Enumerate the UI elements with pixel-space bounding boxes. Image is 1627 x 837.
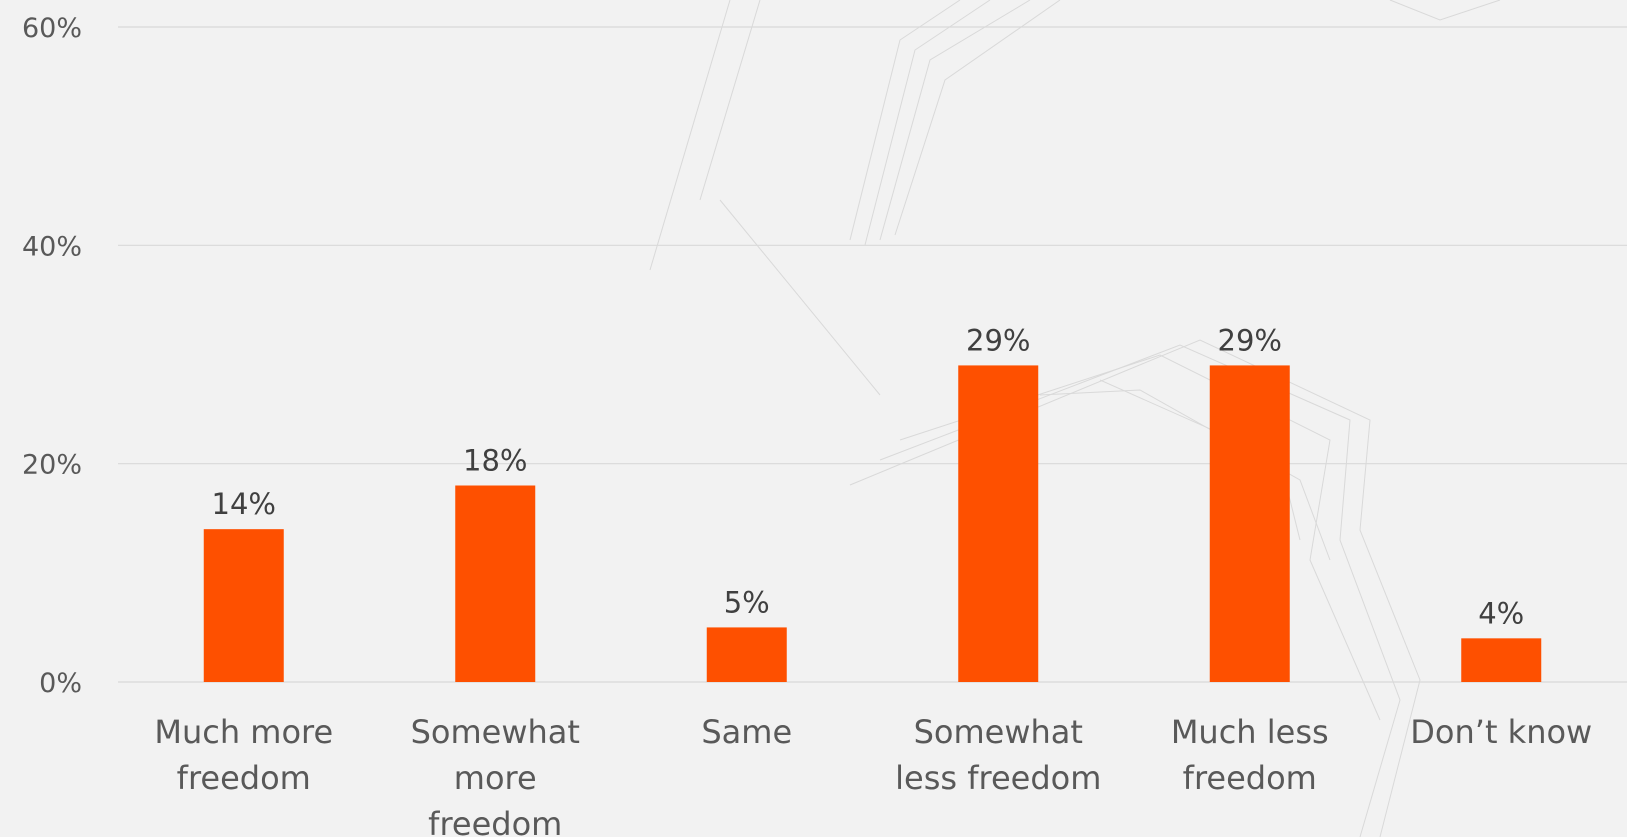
gridlines (118, 26, 1627, 683)
bar (958, 365, 1039, 682)
category-label: more (454, 759, 537, 797)
category-label: Much more (154, 713, 333, 751)
category-label: Don’t know (1410, 713, 1592, 751)
bar (1461, 638, 1542, 682)
y-tick-label: 0% (39, 668, 82, 699)
data-label: 18% (463, 444, 527, 478)
data-label: 4% (1478, 596, 1524, 630)
data-label: 5% (724, 585, 770, 619)
y-tick-label: 60% (22, 13, 82, 44)
data-label: 29% (966, 323, 1030, 357)
bar (455, 485, 536, 682)
x-axis-categories: Much more freedom Somewhat more freedom Same S… (154, 713, 1592, 837)
category-label: Much less (1171, 713, 1329, 751)
category-label: less freedom (895, 759, 1101, 797)
category-label: freedom (1183, 759, 1317, 797)
y-tick-label: 20% (22, 450, 82, 481)
bar (203, 529, 284, 682)
data-label: 14% (212, 487, 276, 521)
category-label: Same (701, 713, 792, 751)
category-label: Somewhat (411, 713, 580, 751)
data-label: 29% (1218, 323, 1282, 357)
bar (706, 627, 787, 682)
background-decoration (649, 0, 1501, 837)
y-tick-label: 40% (22, 231, 82, 262)
bar (1209, 365, 1290, 682)
category-label: Somewhat (914, 713, 1083, 751)
category-label: freedom (428, 805, 562, 837)
y-axis-ticks: 0% 20% 40% 60% (22, 13, 82, 699)
category-label: freedom (177, 759, 311, 797)
data-labels: 14% 18% 5% 29% 29% 4% (212, 323, 1525, 630)
bars (203, 365, 1542, 682)
